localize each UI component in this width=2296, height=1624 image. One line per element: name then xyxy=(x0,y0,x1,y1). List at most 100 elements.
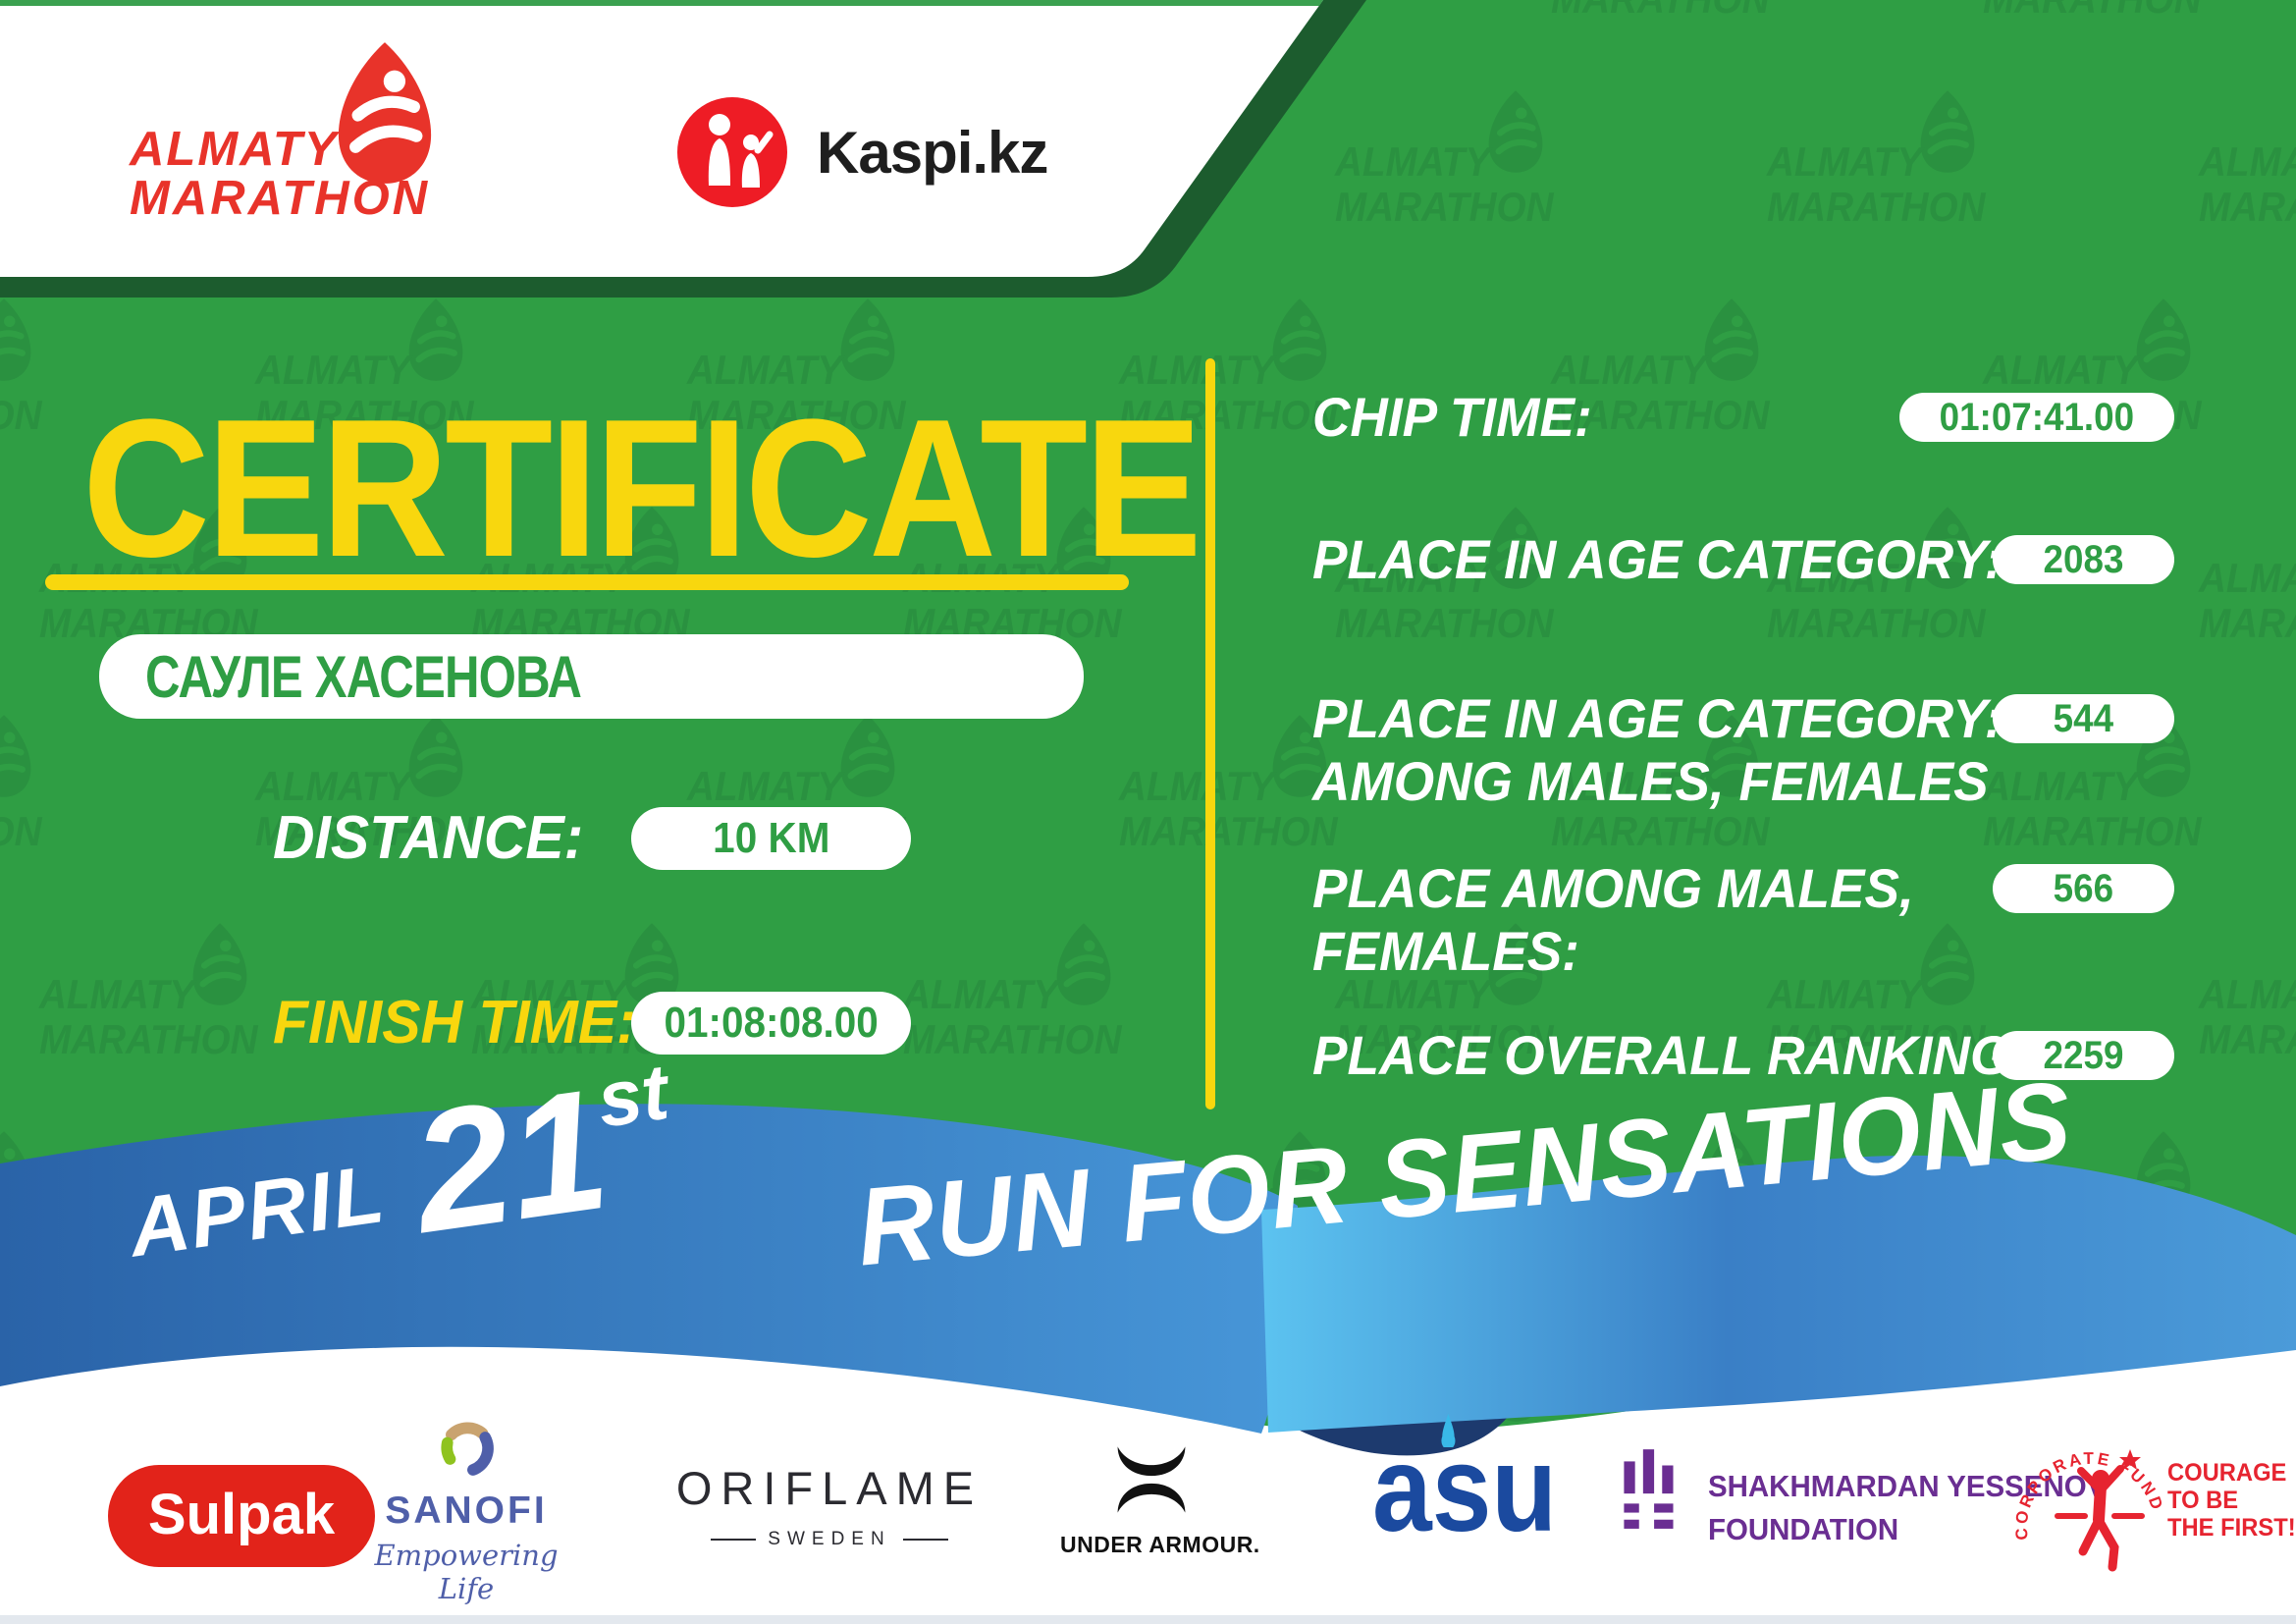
watermark-drop-icon xyxy=(1488,90,1543,173)
asu-droplet-icon xyxy=(1441,1414,1456,1447)
watermark-drop-icon xyxy=(1056,507,1111,589)
watermark-text: MARATHON xyxy=(1551,392,1770,438)
courage-fund-logo: CORPORATE FUND COURAGE TO BE THE FIRST! xyxy=(2012,1422,2296,1598)
result-value-pill: 2259 xyxy=(1993,1031,2174,1080)
watermark-drop-icon xyxy=(1704,298,1759,381)
finish-time-value: 01:08:08.00 xyxy=(664,999,879,1047)
watermark-text: ALMATY xyxy=(1767,138,1923,185)
ribbon-fold xyxy=(1188,1327,1512,1456)
watermark-text: MARATHON xyxy=(1767,1016,1986,1062)
watermark-text: ALMATY xyxy=(1983,347,2139,393)
watermark-text: MARATHON xyxy=(1119,808,1338,854)
watermark-text: MARATHON xyxy=(903,1016,1122,1062)
watermark-text: ALMATY xyxy=(1335,555,1491,601)
runner-name-box: САУЛЕ ХАСЕНОВА xyxy=(99,634,1084,719)
sanofi-swirl-icon xyxy=(441,1422,494,1476)
watermark-text: MARATHON xyxy=(0,808,42,854)
almaty-drop-icon xyxy=(338,42,432,184)
oriflame-rule-left xyxy=(711,1539,757,1541)
watermark-drop-icon xyxy=(1488,507,1543,589)
courage-line1: COURAGE xyxy=(2167,1459,2287,1487)
watermark-text: MARATHON xyxy=(2199,1016,2296,1062)
watermark-text: ALMATY xyxy=(1767,971,1923,1017)
watermark-drop-icon xyxy=(840,715,895,797)
almaty-logo-line1: ALMATY xyxy=(130,123,339,176)
result-value-pill: 01:07:41.00 xyxy=(1899,393,2174,442)
distance-value: 10 KM xyxy=(712,814,830,862)
watermark-drop-icon xyxy=(1272,1131,1327,1214)
result-value: 2259 xyxy=(2043,1033,2124,1077)
watermark-drop-icon xyxy=(1488,923,1543,1005)
sanofi-wordmark: SANOFI xyxy=(385,1489,548,1532)
sulpak-wordmark: Sulpak xyxy=(147,1482,336,1546)
courage-line3: THE FIRST! xyxy=(2167,1514,2296,1542)
watermark-drop-icon xyxy=(624,507,679,589)
result-label: FEMALES: xyxy=(1312,920,1579,982)
kaspi-logo: Kaspi.kz xyxy=(675,94,1048,210)
watermark-text: ALMATY xyxy=(1335,138,1491,185)
watermark-drop-icon xyxy=(1920,923,1975,1005)
watermark-drop-icon xyxy=(2136,298,2191,381)
result-value: 01:07:41.00 xyxy=(1939,395,2135,439)
distance-label: DISTANCE: xyxy=(273,804,584,872)
kaspi-icon xyxy=(677,97,787,207)
result-label: PLACE OVERALL RANKING: xyxy=(1312,1024,2029,1086)
watermark-text: ALMATY xyxy=(1119,763,1275,809)
result-value: 566 xyxy=(2053,866,2114,910)
watermark-drop-icon xyxy=(192,507,247,589)
result-value-pill: 544 xyxy=(1993,694,2174,743)
watermark-drop-icon xyxy=(1272,298,1327,381)
watermark-text: MARATHON xyxy=(1335,184,1554,230)
runner-name: САУЛЕ ХАСЕНОВА xyxy=(145,643,582,710)
column-divider xyxy=(1205,358,1215,1110)
watermark-text: ALMATY xyxy=(2199,555,2296,601)
watermark-drop-icon xyxy=(1704,715,1759,797)
sanofi-tagline: Empowering Life xyxy=(374,1539,559,1605)
watermark-drop-icon xyxy=(1920,90,1975,173)
kaspi-wordmark: Kaspi.kz xyxy=(817,119,1048,186)
watermark-text: ALMATY xyxy=(1551,347,1707,393)
under-armour-wordmark: UNDER ARMOUR. xyxy=(1060,1532,1260,1557)
watermark-drop-icon xyxy=(840,298,895,381)
title-underline xyxy=(45,574,1129,590)
watermark-text: ALMATY xyxy=(1335,971,1491,1017)
watermark-text: MARATHON xyxy=(1983,0,2236,22)
under-armour-logo: UNDER ARMOUR. xyxy=(1060,1437,1260,1558)
sanofi-logo: SANOFI Empowering Life xyxy=(373,1416,560,1605)
result-label: PLACE AMONG MALES, xyxy=(1312,857,1914,919)
watermark-text: ALMATY xyxy=(1119,347,1275,393)
result-value: 544 xyxy=(2053,696,2114,740)
watermark-text: MARATHON xyxy=(39,1016,258,1062)
finish-time-label: FINISH TIME: xyxy=(273,989,636,1056)
oriflame-logo: ORIFLAME SWEDEN xyxy=(675,1461,984,1550)
ribbon-left-band xyxy=(0,1104,1298,1434)
result-value: 2083 xyxy=(2043,537,2124,581)
ribbon-right-band xyxy=(1261,1155,2296,1433)
watermark-text: MARATHON xyxy=(0,392,42,438)
watermark-text: ALMATY xyxy=(1551,763,1707,809)
watermark-drop-icon xyxy=(0,715,31,797)
result-row: PLACE IN AGE CATEGORY: 2083 xyxy=(1312,528,2174,591)
result-value-pill: 2083 xyxy=(1993,535,2174,584)
result-row: CHIP TIME: 01:07:41.00 xyxy=(1312,386,2174,449)
watermark-text: MARATHON xyxy=(1335,1016,1554,1062)
watermark-text: MARATHON xyxy=(2199,184,2296,230)
courage-icon: CORPORATE FUND xyxy=(2012,1449,2164,1572)
distance-value-pill: 10 KM xyxy=(631,807,911,870)
